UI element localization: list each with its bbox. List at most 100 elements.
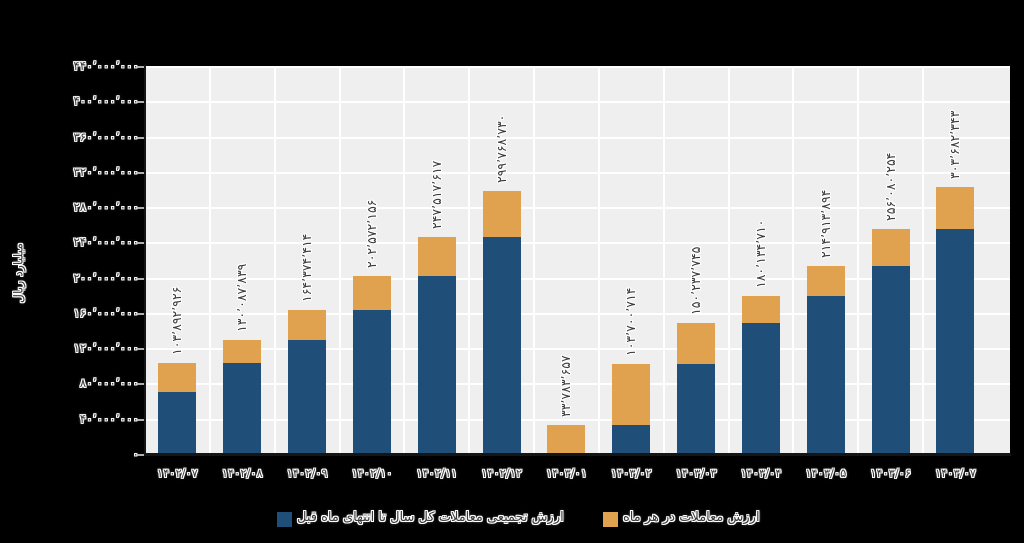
y-tick-mark <box>137 418 144 421</box>
bar-segment-cumulative <box>482 236 521 455</box>
bar-total-label: ۱۸۰٬۱۳۴٬۷۱۰ <box>752 219 768 289</box>
bar-total-label: ۱۳۰٬۰۸۷٬۸۳۹ <box>234 263 250 333</box>
x-tick-label: ۱۴۰۳/۰۳ <box>675 466 717 480</box>
gridline-vertical <box>597 67 600 455</box>
x-tick-label: ۱۴۰۲/۱۰ <box>351 466 393 480</box>
y-tick-mark <box>137 312 144 315</box>
bar-segment-monthly <box>417 236 456 277</box>
gridline-horizontal <box>145 277 1010 280</box>
x-tick-label: ۱۴۰۳/۰۷ <box>935 466 976 480</box>
y-tick-label: ۰ <box>132 447 139 461</box>
y-tick-label: ۱۶۰٬۰۰۰٬۰۰۰ <box>73 305 139 320</box>
gridline-horizontal <box>145 66 1010 68</box>
y-axis-line <box>144 65 146 455</box>
bar-segment-monthly <box>482 190 521 237</box>
legend-swatch-cumulative <box>277 512 292 527</box>
y-tick-mark <box>137 348 144 351</box>
x-tick-label: ۱۴۰۲/۰۷ <box>156 466 198 480</box>
bar-segment-cumulative <box>417 276 456 455</box>
y-tick-label: ۸۰٬۰۰۰٬۰۰۰ <box>79 376 139 391</box>
gridline-vertical <box>662 67 665 455</box>
y-tick-mark <box>137 171 144 174</box>
gridline-vertical <box>792 67 795 455</box>
x-tick-label: ۱۴۰۲/۰۹ <box>286 466 328 480</box>
y-tick-label: ۴۰۰٬۰۰۰٬۰۰۰ <box>73 94 139 109</box>
bar-segment-cumulative <box>612 425 651 455</box>
x-tick-label: ۱۴۰۳/۰۵ <box>805 466 847 480</box>
gridline-horizontal <box>145 418 1010 421</box>
y-tick-label: ۲۰۰٬۰۰۰٬۰۰۰ <box>73 270 139 285</box>
gridline-vertical <box>403 67 406 455</box>
bar-total-label: ۲۵۶٬۰۸۰٬۲۵۴ <box>882 152 898 222</box>
bar-segment-monthly <box>612 363 651 426</box>
x-tick-label: ۱۴۰۳/۰۶ <box>870 466 912 480</box>
bar-total-label: ۲۴۷٬۵۱۷٬۶۱۷ <box>428 160 444 229</box>
bar-segment-monthly <box>741 296 780 323</box>
y-tick-mark <box>137 242 144 245</box>
y-tick-mark <box>137 454 144 456</box>
bar-total-label: ۲۰۲٬۵۷۲٬۱۵۶ <box>363 200 379 269</box>
bar-segment-cumulative <box>936 229 975 455</box>
bar-total-label: ۲۹۹٬۷۶۸٬۷۳۰ <box>493 114 509 183</box>
bar-total-label: ۱۶۴٬۳۷۴٬۴۱۴ <box>299 233 315 303</box>
bar-segment-monthly <box>352 276 391 311</box>
bar-segment-cumulative <box>741 322 780 455</box>
y-tick-label: ۲۴۰٬۰۰۰٬۰۰۰ <box>73 235 139 250</box>
legend-swatch-monthly <box>603 512 618 527</box>
bar-segment-monthly <box>677 322 716 364</box>
y-tick-mark <box>137 277 144 280</box>
bar-segment-cumulative <box>806 296 845 455</box>
legend-label-monthly: ارزش معاملات در هر ماه <box>623 510 760 525</box>
bar-segment-monthly <box>223 340 262 364</box>
x-tick-label: ۱۴۰۳/۰۲ <box>610 466 652 480</box>
gridline-horizontal <box>145 101 1010 104</box>
y-tick-mark <box>137 101 144 104</box>
bar-total-label: ۳۳٬۷۸۳٬۶۵۷ <box>558 355 574 418</box>
gridline-vertical <box>727 67 730 455</box>
legend-label-cumulative: ارزش تجمیعی معاملات کل سال تا انتهای ماه… <box>297 510 564 525</box>
bar-segment-monthly <box>871 229 910 266</box>
x-tick-label: ۱۴۰۳/۰۴ <box>740 466 782 480</box>
gridline-horizontal <box>145 136 1010 139</box>
y-tick-label: ۳۶۰٬۰۰۰٬۰۰۰ <box>73 129 139 144</box>
gridline-vertical <box>857 67 860 455</box>
gridline-vertical <box>338 67 341 455</box>
x-axis-line <box>144 453 1011 456</box>
bar-segment-monthly <box>158 363 197 392</box>
y-tick-mark <box>137 136 144 139</box>
bar-segment-cumulative <box>288 340 327 455</box>
y-tick-mark <box>137 66 144 68</box>
bar-total-label: ۲۱۴٬۹۱۳٬۸۹۴ <box>817 189 833 258</box>
y-tick-label: ۱۲۰٬۰۰۰٬۰۰۰ <box>73 341 139 356</box>
gridline-vertical <box>468 67 471 455</box>
plot-area: ۱۰۳٬۸۹۲٬۹۲۶ ۱۳۰٬۰۸۷٬۸۳۹ ۱۶۴٬۳۷۴٬۴۱۴ ۲۰۲٬۵۷۲… <box>145 66 1010 455</box>
legend: ارزش تجمیعی معاملات کل سال تا انتهای ماه… <box>0 508 1024 534</box>
gridline-horizontal <box>145 171 1010 174</box>
gridline-horizontal <box>145 207 1010 210</box>
bar-segment-monthly <box>288 310 327 341</box>
y-tick-label: ۴۴۰٬۰۰۰٬۰۰۰ <box>73 59 139 73</box>
bar-total-label: ۱۰۳٬۸۹۲٬۹۲۶ <box>169 287 185 356</box>
gridline-vertical <box>273 67 276 455</box>
x-tick-label: ۱۴۰۲/۱۲ <box>481 466 523 480</box>
bar-segment-monthly <box>806 265 845 297</box>
gridline-horizontal <box>145 242 1010 245</box>
gridline-horizontal <box>145 312 1010 315</box>
x-tick-label: ۱۴۰۳/۰۱ <box>545 466 587 480</box>
y-tick-mark <box>137 207 144 210</box>
gridline-vertical <box>533 67 536 455</box>
gridline-vertical <box>208 67 211 455</box>
bar-segment-monthly <box>936 187 975 230</box>
bar-segment-cumulative <box>158 391 197 455</box>
gridline-vertical <box>922 67 925 455</box>
bar-segment-cumulative <box>677 363 716 455</box>
bar-segment-cumulative <box>223 363 262 455</box>
bar-total-label: ۱۰۳٬۷۰۰٬۷۱۴ <box>623 287 639 356</box>
bar-segment-cumulative <box>871 265 910 455</box>
bar-total-label: ۳۰۳٬۶۸۲٬۳۴۳ <box>947 110 963 180</box>
x-tick-label: ۱۴۰۲/۰۸ <box>221 466 263 480</box>
y-tick-label: ۴۰٬۰۰۰٬۰۰۰ <box>79 411 139 426</box>
x-tick-label: ۱۴۰۲/۱۱ <box>416 466 458 480</box>
bar-total-label: ۱۵۰٬۲۳۷٬۷۴۵ <box>688 246 704 315</box>
